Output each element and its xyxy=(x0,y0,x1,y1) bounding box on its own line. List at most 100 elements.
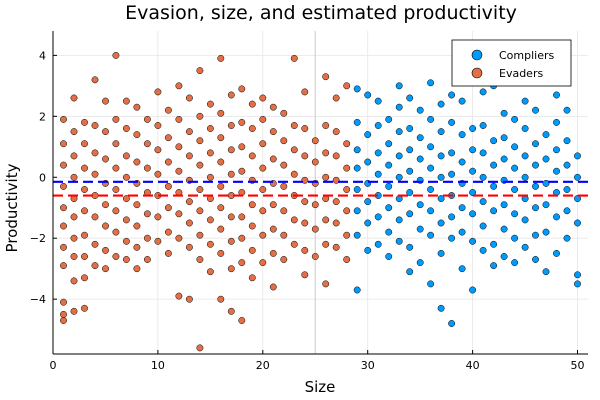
data-point xyxy=(112,186,120,193)
data-point xyxy=(143,164,151,172)
data-point xyxy=(311,253,319,260)
data-point xyxy=(60,161,67,169)
data-point xyxy=(437,219,445,227)
data-point xyxy=(133,158,141,166)
data-point xyxy=(332,219,340,227)
data-point xyxy=(70,128,78,136)
data-point xyxy=(70,234,78,242)
data-point xyxy=(437,173,445,181)
data-point xyxy=(175,143,183,151)
data-point xyxy=(70,152,78,160)
data-point xyxy=(70,307,78,315)
data-point xyxy=(206,268,214,276)
legend: Compliers Evaders xyxy=(451,39,572,87)
data-point xyxy=(332,243,340,251)
data-point xyxy=(574,219,581,227)
data-point xyxy=(553,167,560,175)
data-point xyxy=(532,182,539,190)
data-point xyxy=(133,265,141,273)
data-point xyxy=(112,228,120,236)
legend-box xyxy=(451,39,572,87)
data-point xyxy=(479,222,487,230)
data-point xyxy=(227,122,235,129)
data-point xyxy=(280,207,288,215)
data-point xyxy=(374,122,382,129)
data-point xyxy=(301,246,309,254)
data-point xyxy=(574,195,581,203)
data-point xyxy=(542,201,550,209)
data-point xyxy=(479,122,487,129)
data-point xyxy=(133,243,141,251)
reference-lines xyxy=(53,180,588,197)
x-tick-label: 20 xyxy=(256,359,270,372)
data-point xyxy=(196,186,204,193)
x-tick-label: 10 xyxy=(151,359,165,372)
data-point xyxy=(217,54,225,62)
data-point xyxy=(81,140,88,148)
data-point xyxy=(259,140,267,148)
data-point xyxy=(353,231,361,239)
data-point xyxy=(185,198,193,206)
data-point xyxy=(574,271,581,279)
data-point xyxy=(458,228,466,236)
data-point xyxy=(154,237,162,245)
data-point xyxy=(542,228,550,236)
data-point xyxy=(290,146,298,154)
data-point xyxy=(532,256,539,263)
data-point xyxy=(385,182,393,190)
data-point xyxy=(301,176,309,184)
data-point xyxy=(280,109,288,117)
data-point xyxy=(227,213,235,221)
data-point xyxy=(490,240,498,248)
data-point xyxy=(458,131,466,139)
data-point xyxy=(301,152,309,160)
data-point xyxy=(469,210,477,218)
data-point xyxy=(196,112,204,120)
data-point xyxy=(427,79,435,87)
data-point xyxy=(248,152,256,160)
data-point xyxy=(553,118,560,126)
y-axis-label: Productivity xyxy=(3,163,21,252)
data-point xyxy=(290,240,298,248)
data-point xyxy=(395,173,403,181)
data-point xyxy=(301,271,309,279)
data-point xyxy=(102,222,109,230)
data-point xyxy=(248,100,256,108)
data-point xyxy=(206,149,214,157)
data-point xyxy=(164,134,172,142)
data-point xyxy=(196,207,204,215)
data-point xyxy=(437,304,445,312)
data-point xyxy=(416,155,424,163)
data-point xyxy=(280,231,288,239)
data-point xyxy=(217,249,225,257)
data-point xyxy=(427,280,435,288)
data-point xyxy=(280,137,288,145)
data-point xyxy=(238,143,246,151)
data-point xyxy=(301,125,309,132)
data-point xyxy=(122,237,130,245)
data-point xyxy=(406,268,414,276)
data-point xyxy=(385,140,393,148)
data-point xyxy=(238,167,246,175)
data-point xyxy=(185,128,193,136)
data-point xyxy=(81,207,88,215)
data-point xyxy=(248,201,256,209)
data-point xyxy=(259,164,267,172)
data-point xyxy=(290,54,298,62)
data-point xyxy=(532,106,539,114)
data-point xyxy=(500,155,508,163)
data-point xyxy=(143,115,151,123)
data-point xyxy=(374,170,382,178)
data-point xyxy=(102,155,109,163)
data-point xyxy=(532,231,539,239)
data-point xyxy=(60,222,67,230)
data-point xyxy=(353,186,361,193)
data-point xyxy=(343,207,351,215)
data-point xyxy=(269,201,277,209)
data-point xyxy=(322,149,330,157)
data-point xyxy=(532,204,539,212)
x-tick-label: 30 xyxy=(361,359,375,372)
data-point xyxy=(374,149,382,157)
data-point xyxy=(217,182,225,190)
data-point xyxy=(521,216,529,224)
